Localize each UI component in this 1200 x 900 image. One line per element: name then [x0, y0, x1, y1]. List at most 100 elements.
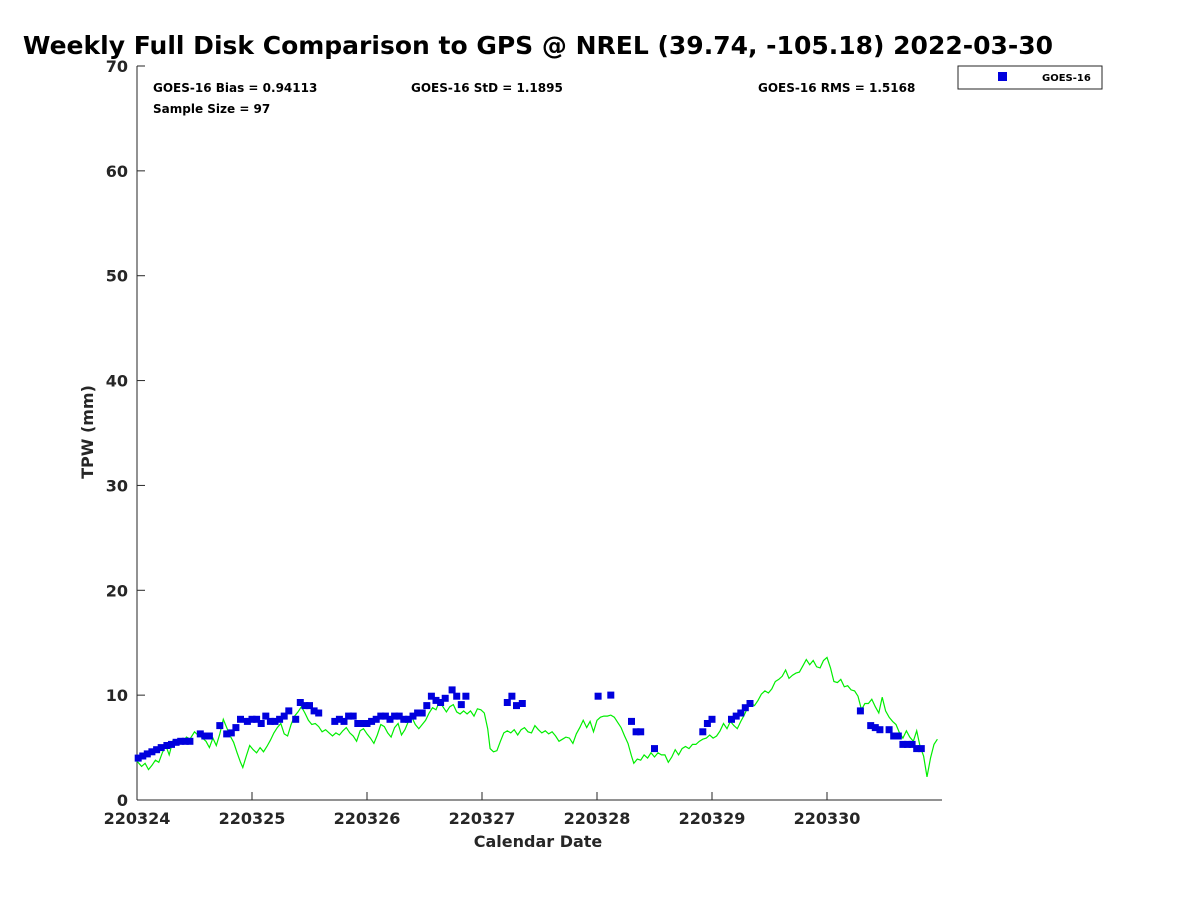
goes-16-point	[628, 717, 635, 725]
goes-16-point	[177, 737, 185, 745]
goes-16-point	[296, 699, 304, 706]
x-axis: 220324 220325 220326 220327 220328 220329 2203…	[104, 792, 861, 828]
y-axis-label: TPW (mm)	[78, 385, 97, 479]
goes-16-point	[223, 730, 231, 738]
legend-label-goes-16: GOES-16	[1042, 73, 1091, 84]
goes-16-point	[292, 715, 300, 723]
goes-16-point	[904, 740, 911, 748]
goes-16-point	[301, 702, 309, 710]
x-tick-label: 220329	[679, 809, 746, 828]
y-tick-label: 40	[106, 372, 128, 391]
goes-16-point	[703, 720, 711, 727]
goes-16-point	[737, 709, 745, 717]
goes-16-point	[271, 717, 279, 725]
goes-16-point	[728, 715, 735, 723]
goes-16-point	[741, 704, 749, 712]
goes-16-point	[391, 712, 399, 720]
goes-16-point	[508, 692, 516, 700]
goes-16-point	[201, 732, 209, 740]
goes-16-point	[358, 720, 366, 727]
goes-16-point	[746, 700, 754, 707]
goes-16-point	[699, 728, 707, 736]
y-tick-label: 30	[106, 476, 128, 495]
goes-16-point	[462, 692, 470, 700]
goes-16-point	[168, 740, 175, 748]
goes-16-point	[894, 732, 902, 740]
goes-16-point	[518, 700, 526, 707]
goes-16-point	[377, 712, 385, 720]
goes-16-point	[285, 707, 293, 715]
goes-16-point	[876, 726, 884, 734]
x-tick-label: 220327	[449, 809, 516, 828]
x-tick-label: 220330	[794, 809, 861, 828]
std-stat: GOES-16 StD = 1.1895	[411, 81, 563, 95]
goes-16-point	[157, 744, 165, 752]
goes-16-point	[276, 715, 284, 723]
y-tick-label: 70	[106, 57, 128, 76]
goes-16-point	[340, 717, 348, 725]
goes-16-point	[237, 715, 244, 723]
goes-16-point	[315, 709, 323, 717]
goes-16-point	[457, 701, 465, 709]
goes-16-point	[172, 738, 180, 746]
goes-16-point	[181, 737, 189, 745]
chart-title: Weekly Full Disk Comparison to GPS @ NRE…	[23, 31, 1053, 60]
goes-16-point	[257, 720, 265, 727]
goes-16-point	[345, 712, 353, 720]
goes-16-point	[448, 686, 456, 694]
goes-16-point	[216, 722, 224, 730]
goes-16-point	[867, 722, 875, 730]
gps-series	[136, 656, 938, 778]
goes-16-point	[262, 712, 270, 720]
x-axis-label: Calendar Date	[474, 832, 603, 851]
goes-16-point	[205, 732, 213, 740]
y-tick-label: 20	[106, 581, 128, 600]
legend: GOES-16	[957, 65, 1103, 90]
goes-16-point	[354, 720, 362, 727]
y-tick-label: 50	[106, 267, 128, 286]
goes-16-point	[196, 730, 204, 738]
goes-16-point	[594, 692, 602, 700]
goes-16-point	[227, 729, 235, 737]
goes-16-point	[148, 748, 156, 756]
goes-16-point	[917, 745, 925, 753]
bias-stat: GOES-16 Bias = 0.94113	[153, 81, 317, 95]
goes-16-point	[856, 707, 864, 715]
goes-16-point	[134, 754, 142, 762]
goes-16-point	[427, 692, 435, 700]
goes-16-point	[248, 715, 256, 723]
plot-area	[136, 66, 942, 801]
goes-16-point	[414, 709, 422, 717]
y-tick-label: 0	[117, 791, 128, 810]
goes-16-point	[243, 717, 251, 725]
goes-16-point	[266, 717, 274, 725]
goes-16-point	[253, 715, 261, 723]
goes-16-point	[432, 696, 440, 704]
goes-16-point	[885, 726, 893, 734]
goes-16-point	[871, 724, 879, 732]
goes-16-point	[186, 737, 194, 745]
y-axis: 0 10 20 30 40 50 60 70	[106, 57, 145, 810]
goes-16-point	[306, 702, 313, 710]
y-tick-label: 10	[106, 686, 128, 705]
goes-16-point	[732, 712, 740, 720]
goes-16-point	[513, 702, 520, 710]
goes-16-point	[139, 752, 147, 760]
goes-16-point	[143, 750, 151, 758]
goes-16-point	[368, 717, 376, 725]
sample-size-stat: Sample Size = 97	[153, 102, 270, 116]
rms-stat: GOES-16 RMS = 1.5168	[758, 81, 915, 95]
x-tick-label: 220328	[564, 809, 631, 828]
goes-16-point	[232, 724, 240, 732]
goes-16-point	[453, 692, 461, 700]
goes-16-point	[637, 728, 645, 736]
goes-16-point	[908, 740, 916, 748]
goes-16-point	[708, 715, 716, 723]
goes-16-point	[372, 715, 380, 723]
x-tick-label: 220324	[104, 809, 171, 828]
gps-line	[136, 656, 938, 778]
goes-16-point	[437, 699, 445, 706]
goes-16-point	[386, 715, 394, 723]
x-tick-label: 220326	[334, 809, 401, 828]
goes-16-point	[363, 720, 371, 727]
